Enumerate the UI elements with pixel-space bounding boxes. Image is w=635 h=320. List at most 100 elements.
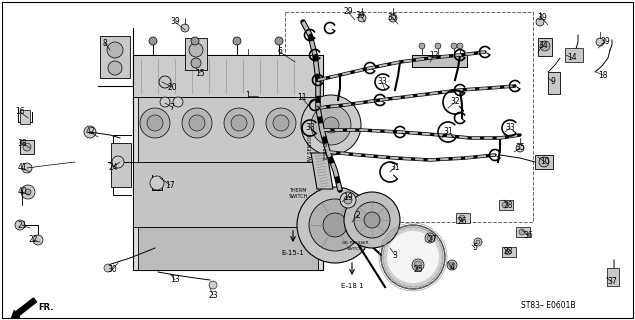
Circle shape	[233, 37, 241, 45]
Text: 39: 39	[537, 13, 547, 22]
Circle shape	[323, 213, 347, 237]
Circle shape	[182, 108, 212, 138]
Text: 20: 20	[167, 83, 177, 92]
Text: E-15-1: E-15-1	[282, 250, 304, 256]
Circle shape	[449, 262, 455, 268]
Text: 30: 30	[107, 266, 117, 275]
Circle shape	[427, 235, 433, 241]
Circle shape	[159, 76, 171, 88]
Text: 16: 16	[15, 108, 25, 116]
Text: 32: 32	[450, 98, 460, 107]
Circle shape	[104, 264, 112, 272]
Text: 15: 15	[195, 68, 205, 77]
Bar	[111, 143, 131, 187]
Circle shape	[364, 212, 380, 228]
Circle shape	[23, 143, 31, 151]
Bar	[133, 55, 323, 270]
Text: 33: 33	[305, 123, 315, 132]
Circle shape	[502, 202, 508, 208]
Circle shape	[301, 95, 361, 155]
Text: 10: 10	[540, 157, 550, 166]
Text: 23: 23	[208, 291, 218, 300]
Circle shape	[381, 225, 445, 289]
Text: FR.: FR.	[38, 303, 53, 313]
Circle shape	[476, 240, 480, 244]
Text: TW SENSOR: TW SENSOR	[308, 133, 313, 163]
Circle shape	[474, 238, 482, 246]
Circle shape	[447, 260, 457, 270]
Text: 28: 28	[504, 201, 512, 210]
Circle shape	[419, 43, 425, 49]
Text: 24: 24	[108, 163, 118, 172]
Text: 5: 5	[472, 244, 478, 252]
Text: 39: 39	[355, 11, 365, 20]
Text: 13: 13	[170, 276, 180, 284]
Text: 21: 21	[17, 220, 27, 229]
Bar	[456, 213, 470, 223]
Text: 36: 36	[523, 230, 533, 239]
Bar	[502, 247, 516, 257]
Circle shape	[224, 108, 254, 138]
Text: 7: 7	[170, 102, 175, 111]
Circle shape	[173, 97, 183, 107]
Bar	[535, 155, 553, 169]
Text: 14: 14	[567, 53, 577, 62]
Text: 37: 37	[607, 277, 617, 286]
Text: 22: 22	[28, 236, 37, 244]
Circle shape	[108, 61, 122, 75]
Circle shape	[344, 192, 400, 248]
Circle shape	[516, 144, 524, 152]
Circle shape	[21, 185, 35, 199]
Bar	[538, 38, 552, 56]
Circle shape	[323, 117, 339, 133]
Circle shape	[160, 97, 170, 107]
Text: 25: 25	[413, 266, 423, 275]
Text: 28: 28	[504, 247, 512, 257]
Bar	[20, 140, 34, 154]
Circle shape	[389, 14, 397, 22]
Text: 8: 8	[103, 38, 107, 47]
Bar	[133, 162, 323, 227]
Circle shape	[425, 233, 435, 243]
Circle shape	[273, 115, 289, 131]
Text: 33: 33	[505, 124, 515, 132]
Text: 27: 27	[427, 236, 437, 244]
Bar	[412, 55, 467, 67]
Circle shape	[25, 189, 31, 195]
Circle shape	[435, 43, 441, 49]
Text: 2: 2	[356, 211, 361, 220]
Text: 35: 35	[387, 12, 397, 21]
Bar	[133, 55, 323, 97]
Circle shape	[311, 105, 351, 145]
Circle shape	[181, 24, 189, 32]
Circle shape	[275, 37, 283, 45]
Text: SWITCH: SWITCH	[347, 247, 363, 251]
Circle shape	[149, 37, 157, 45]
Circle shape	[191, 58, 201, 68]
Circle shape	[147, 115, 163, 131]
Bar	[607, 268, 619, 286]
Circle shape	[150, 176, 164, 190]
Text: TEMP UNIT: TEMP UNIT	[324, 135, 329, 161]
Circle shape	[414, 261, 422, 269]
Text: SWITCH: SWITCH	[288, 194, 308, 198]
Circle shape	[189, 43, 203, 57]
Text: 34: 34	[538, 41, 548, 50]
Circle shape	[596, 38, 604, 46]
Text: THERM: THERM	[290, 188, 307, 193]
Circle shape	[536, 18, 544, 26]
Bar	[548, 72, 560, 94]
Circle shape	[107, 42, 123, 58]
Circle shape	[457, 43, 463, 49]
Bar	[138, 97, 323, 162]
Circle shape	[340, 192, 356, 208]
Circle shape	[309, 199, 361, 251]
Circle shape	[519, 229, 525, 235]
Circle shape	[84, 126, 96, 138]
Text: 19: 19	[343, 193, 353, 202]
Circle shape	[358, 14, 366, 22]
Polygon shape	[311, 153, 333, 189]
Circle shape	[191, 37, 199, 45]
Text: 12: 12	[429, 51, 439, 60]
Text: 9: 9	[551, 77, 556, 86]
